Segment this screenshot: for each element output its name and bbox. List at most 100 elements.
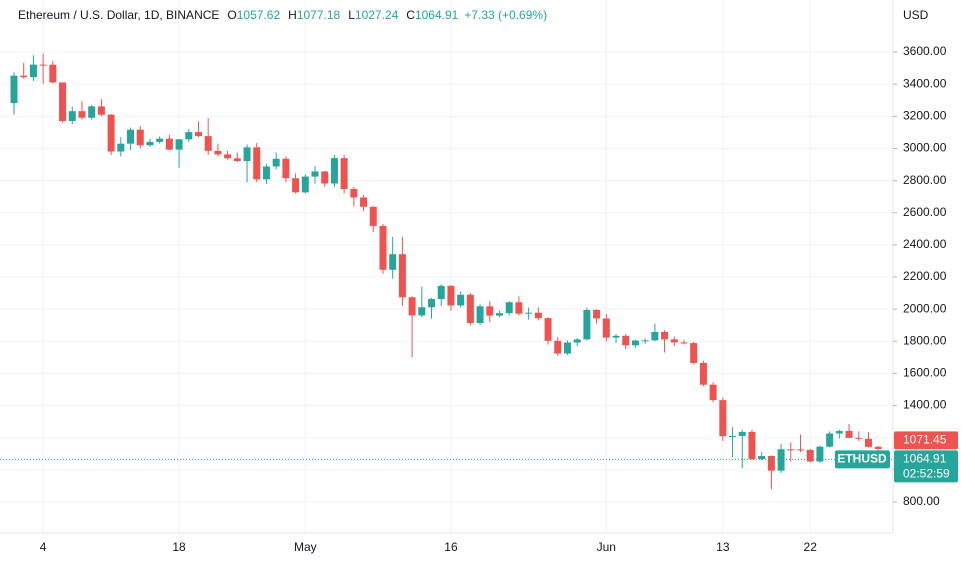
legend-value: 1077.18 [297, 8, 341, 22]
candle-body [719, 400, 727, 437]
x-tick-label: 4 [40, 540, 47, 554]
candle-body [816, 446, 824, 462]
candle-body [622, 335, 630, 346]
candle-body [253, 147, 261, 180]
candle-body [797, 449, 805, 451]
candle-body [466, 294, 474, 323]
symbol-label: ETHUSD [837, 452, 887, 466]
candle-body [457, 294, 465, 306]
candle-body [117, 143, 125, 152]
candle-body [874, 446, 882, 449]
candle-body [136, 129, 144, 146]
candle-body [224, 154, 232, 159]
candle-body [418, 307, 426, 316]
candle-body [350, 188, 358, 198]
prev-price-label: 1071.45 [903, 433, 947, 447]
legend-key: H [288, 8, 297, 22]
candle-body [20, 75, 28, 78]
candle-body [845, 430, 853, 438]
candle-body [515, 302, 523, 314]
legend-value: 1057.62 [237, 8, 281, 22]
last-price-label: 1064.91 [903, 452, 947, 466]
candle-body [107, 114, 115, 152]
candle-body [146, 141, 154, 146]
candle-body [379, 225, 387, 270]
candle-body [738, 431, 746, 436]
candle-body [97, 106, 105, 115]
candle-body [593, 309, 601, 319]
candle-body [272, 158, 280, 167]
candle-body [59, 82, 67, 121]
candle-body [612, 335, 620, 338]
price-badge [894, 450, 958, 483]
candle-body [330, 158, 338, 184]
candle-body [641, 340, 649, 342]
y-tick-label: 2800.00 [903, 173, 947, 187]
candle-body [408, 297, 416, 316]
candle-body [758, 456, 766, 460]
candle-body [29, 64, 37, 78]
y-tick-label: 1800.00 [903, 333, 947, 347]
candle-body [748, 431, 756, 460]
candle-body [544, 318, 552, 341]
x-tick-label: 16 [444, 540, 458, 554]
candle-body [301, 176, 309, 193]
candle-body [398, 254, 406, 298]
candle-body [787, 449, 795, 451]
candle-body [321, 171, 329, 184]
candle-body [563, 342, 571, 354]
candle-body [437, 285, 445, 300]
candle-body [835, 430, 843, 434]
candle-body [525, 312, 533, 314]
x-tick-label: 18 [172, 540, 186, 554]
candle-body [670, 339, 678, 343]
legend-change: +7.33 (+0.69%) [464, 8, 547, 22]
candle-body [214, 150, 222, 155]
candle-body [194, 132, 202, 137]
y-tick-label: 3600.00 [903, 44, 947, 58]
prev-price-badge [894, 431, 958, 450]
candle-body [156, 138, 164, 142]
symbol-badge [835, 450, 890, 469]
candle-body [360, 197, 368, 207]
candle-body [292, 178, 300, 193]
legend-title: Ethereum / U.S. Dollar, 1D, BINANCE [18, 8, 219, 22]
candle-body [583, 309, 591, 340]
candle-body [389, 254, 397, 270]
candle-body [661, 331, 669, 340]
candle-body [534, 312, 542, 319]
legend-key: O [227, 8, 236, 22]
legend-value: 1027.24 [355, 8, 399, 22]
candle-body [680, 342, 688, 344]
legend-key: C [406, 8, 415, 22]
y-tick-label: 2400.00 [903, 237, 947, 251]
candle-body [127, 129, 135, 144]
candle-body [88, 106, 96, 118]
candle-body [806, 449, 814, 462]
candle-body [340, 158, 348, 189]
candle-body [10, 75, 18, 104]
candle-body [175, 139, 183, 150]
x-tick-label: 22 [804, 540, 818, 554]
candle-body [505, 302, 513, 314]
y-tick-label: 3000.00 [903, 141, 947, 155]
x-tick-label: 13 [716, 540, 730, 554]
candle-body [233, 158, 241, 162]
candle-body [49, 64, 57, 83]
candle-body [573, 339, 581, 343]
candle-body [554, 340, 562, 354]
candle-body [282, 158, 290, 179]
candle-body [262, 166, 270, 180]
candle-body [855, 437, 863, 439]
y-tick-label: 1600.00 [903, 366, 947, 380]
candle-body [864, 438, 872, 447]
candle-body [602, 318, 610, 338]
candle-body [68, 111, 76, 121]
y-tick-label: 3400.00 [903, 76, 947, 90]
candle-body [165, 138, 173, 150]
candle-body [486, 306, 494, 316]
candle-body [39, 64, 47, 66]
candle-body [631, 340, 639, 346]
